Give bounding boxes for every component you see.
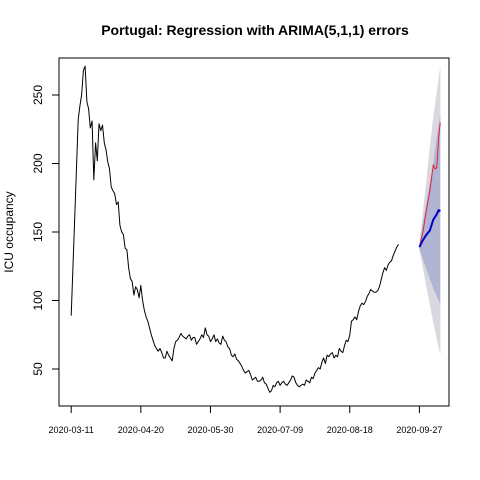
y-tick-label: 250 [31,85,45,105]
y-axis: 50 100 150 200 250 [31,85,60,376]
series-lines [70,65,441,393]
series-forecast-line [418,209,441,248]
series-observed-line [70,65,399,393]
x-tick-label: 2020-08-18 [327,425,373,435]
x-tick-label: 2020-04-20 [118,425,164,435]
y-tick-label: 200 [31,153,45,173]
x-tick-label: 2020-05-30 [187,425,233,435]
prediction-intervals [419,66,441,356]
x-tick-label: 2020-09-27 [396,425,442,435]
x-tick-label: 2020-03-11 [49,425,94,435]
series-actual-line [418,122,441,248]
band-80 [419,114,441,305]
chart-title: Portugal: Regression with ARIMA(5,1,1) e… [101,22,409,38]
y-tick-label: 50 [31,362,45,376]
x-axis: 2020-03-11 2020-04-20 2020-05-30 2020-07-09… [49,405,442,435]
plot-frame [58,57,450,407]
y-axis-label: ICU occupancy [2,191,16,272]
y-tick-label: 150 [31,222,45,242]
x-tick-label: 2020-07-09 [257,425,303,435]
y-tick-label: 100 [31,290,45,310]
